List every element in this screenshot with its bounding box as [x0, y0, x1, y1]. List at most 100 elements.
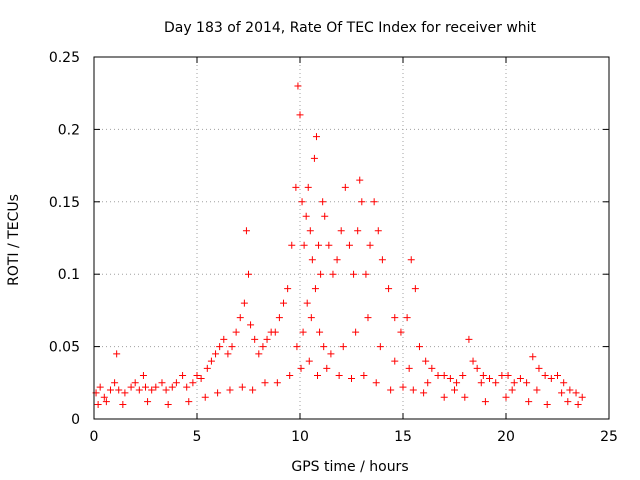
data-point: [142, 383, 149, 391]
data-point: [360, 372, 368, 380]
data-point: [306, 227, 314, 235]
data-point: [411, 285, 419, 293]
data-point: [135, 386, 143, 394]
data-point: [212, 350, 220, 358]
data-point: [440, 393, 448, 401]
data-point: [162, 386, 170, 394]
data-point: [564, 398, 572, 406]
data-point: [294, 82, 302, 90]
data-point: [459, 372, 467, 380]
data-point: [473, 364, 481, 372]
data-point: [302, 212, 310, 220]
data-point: [323, 364, 331, 372]
y-tick-label: 0.25: [49, 50, 80, 66]
data-point: [333, 256, 341, 264]
data-point: [275, 314, 283, 322]
data-point: [238, 383, 246, 391]
data-point: [255, 350, 263, 358]
data-point: [247, 321, 255, 329]
data-point: [263, 335, 271, 343]
data-point: [424, 379, 432, 387]
data-point: [399, 383, 407, 391]
data-point: [214, 389, 222, 397]
data-point: [293, 343, 301, 351]
data-point: [207, 357, 215, 365]
y-tick-label: 0: [71, 412, 80, 428]
data-point: [516, 374, 524, 382]
data-point: [350, 270, 358, 278]
data-point: [236, 314, 244, 322]
data-point: [158, 379, 166, 387]
x-axis-label: GPS time / hours: [291, 459, 408, 475]
data-point: [566, 386, 574, 394]
data-point: [345, 241, 353, 249]
data-point: [119, 401, 127, 409]
data-point: [422, 357, 430, 365]
data-point: [189, 379, 197, 387]
data-point: [179, 372, 187, 380]
axis-ticks: [93, 56, 610, 420]
data-point: [492, 379, 500, 387]
data-point: [261, 379, 269, 387]
data-point: [533, 386, 541, 394]
data-point: [111, 379, 119, 387]
data-point: [325, 241, 333, 249]
data-point: [486, 374, 494, 382]
data-point: [541, 372, 549, 380]
data-point: [304, 183, 312, 191]
data-point: [329, 270, 337, 278]
data-point: [374, 227, 382, 235]
data-point: [242, 227, 250, 235]
data-point: [201, 393, 209, 401]
data-point: [446, 374, 454, 382]
data-point: [308, 256, 316, 264]
y-tick-labels: 0 0.05 0.1 0.15 0.2 0.25: [49, 50, 80, 428]
data-point: [197, 374, 205, 382]
data-point: [168, 383, 176, 391]
data-point: [300, 241, 308, 249]
data-point: [311, 285, 319, 293]
data-point: [440, 372, 448, 380]
data-point: [362, 270, 370, 278]
data-point: [183, 383, 191, 391]
data-point: [131, 379, 139, 387]
data-point: [298, 198, 306, 206]
data-point: [121, 389, 129, 397]
data-point: [420, 389, 428, 397]
data-point: [391, 357, 399, 365]
data-point: [139, 372, 147, 380]
data-point: [535, 364, 543, 372]
y-axis-label: ROTI / TECUs: [6, 194, 22, 286]
data-point: [216, 343, 224, 351]
data-point: [415, 343, 423, 351]
data-point: [316, 328, 324, 336]
data-point: [354, 227, 362, 235]
data-point: [185, 398, 193, 406]
data-point: [310, 154, 318, 162]
data-point: [286, 372, 294, 380]
data-point: [240, 299, 248, 307]
data-point: [523, 379, 531, 387]
data-point: [271, 328, 279, 336]
y-tick-label: 0.15: [49, 195, 80, 211]
data-point: [554, 372, 561, 380]
data-point: [164, 401, 172, 409]
data-point: [376, 343, 384, 351]
data-point: [364, 314, 372, 322]
data-point: [232, 328, 240, 336]
data-point: [510, 379, 518, 387]
data-point: [502, 393, 510, 401]
data-point: [251, 335, 259, 343]
data-point: [193, 372, 201, 380]
data-point: [348, 374, 355, 382]
y-tick-label: 0.2: [58, 122, 80, 138]
data-point: [288, 241, 296, 249]
plot-frame: [93, 56, 610, 420]
data-point: [127, 383, 135, 391]
data-point: [296, 111, 304, 119]
data-point: [113, 350, 121, 358]
data-point: [100, 393, 108, 401]
data-point: [372, 379, 380, 387]
data-point: [312, 133, 320, 141]
x-tick-labels: 0 5 10 15 20 25: [90, 429, 618, 445]
